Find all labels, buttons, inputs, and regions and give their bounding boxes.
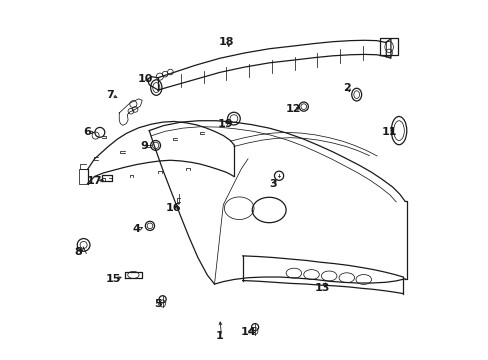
Text: 3: 3 — [268, 179, 276, 189]
Text: 1: 1 — [216, 331, 223, 341]
Text: 18: 18 — [219, 37, 234, 48]
Text: 9: 9 — [140, 141, 147, 152]
Text: 15: 15 — [105, 274, 121, 284]
Text: 19: 19 — [217, 118, 232, 129]
Text: 13: 13 — [314, 283, 329, 293]
Text: 8: 8 — [74, 247, 81, 257]
Text: 17: 17 — [87, 176, 102, 186]
Text: 12: 12 — [285, 104, 301, 114]
Text: 5: 5 — [154, 299, 162, 309]
Text: 10: 10 — [137, 75, 152, 85]
Text: 11: 11 — [381, 127, 396, 138]
Text: 2: 2 — [342, 83, 350, 93]
Text: 16: 16 — [165, 203, 181, 213]
Text: 4: 4 — [133, 224, 141, 234]
Text: 7: 7 — [105, 90, 113, 100]
Text: 6: 6 — [83, 127, 91, 138]
Text: 14: 14 — [240, 327, 255, 337]
